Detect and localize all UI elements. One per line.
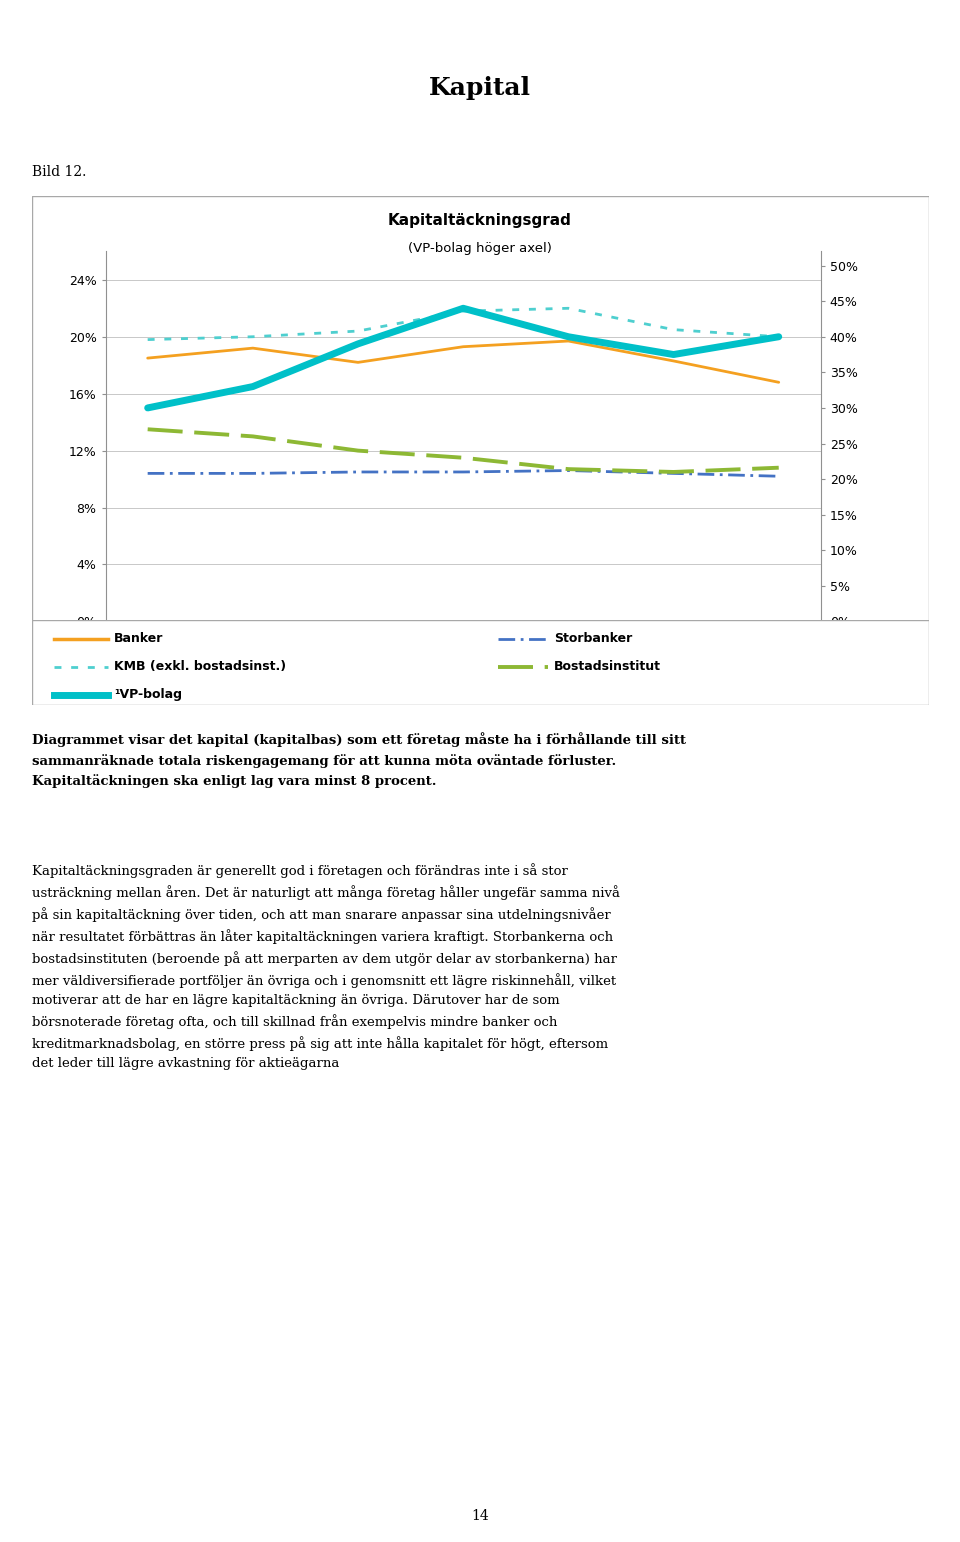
Text: Diagrammet visar det kapital (kapitalbas) som ett företag måste ha i förhållande: Diagrammet visar det kapital (kapitalbas… <box>32 732 685 788</box>
Text: KMB (exkl. bostadsinst.): KMB (exkl. bostadsinst.) <box>114 660 286 672</box>
Text: ¹VP-bolag: ¹VP-bolag <box>114 688 182 702</box>
Text: 14: 14 <box>471 1510 489 1523</box>
Text: (VP-bolag höger axel): (VP-bolag höger axel) <box>408 242 552 254</box>
Text: Kapitaltäckningsgraden är generellt god i företagen och förändras inte i så stor: Kapitaltäckningsgraden är generellt god … <box>32 864 620 1070</box>
Text: Storbanker: Storbanker <box>554 632 633 645</box>
Text: Kapital: Kapital <box>429 76 531 100</box>
Text: Kapitaltäckningsgrad: Kapitaltäckningsgrad <box>388 213 572 228</box>
Text: Bostadsinstitut: Bostadsinstitut <box>554 660 661 672</box>
Text: Banker: Banker <box>114 632 163 645</box>
Text: Bild 12.: Bild 12. <box>32 165 86 179</box>
